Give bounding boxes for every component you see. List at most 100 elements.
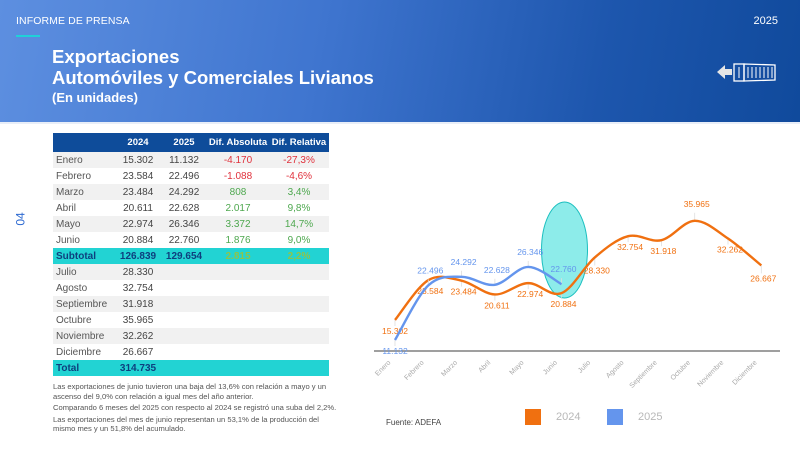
x-tick-label: Agosto	[605, 359, 625, 379]
x-tick-label: Febrero	[403, 359, 425, 381]
x-tick-label: Junio	[542, 359, 559, 376]
table-row: Abril 20.611 22.628 2.017 9,8%	[53, 200, 329, 216]
cell-2024: 28.330	[115, 264, 161, 280]
legend-item-2025: 2025	[607, 409, 662, 425]
x-tick-label: Octubre	[670, 359, 693, 382]
header-divider	[0, 122, 800, 124]
cell-2024: 22.974	[115, 216, 161, 232]
cell-2024: 31.918	[115, 296, 161, 312]
data-label: 26.346	[517, 247, 543, 257]
cell-month: Diciembre	[56, 346, 102, 358]
cell-2024: 26.667	[122, 346, 154, 358]
cell-rel: -27,3%	[269, 152, 329, 168]
cell-month: Febrero	[56, 170, 92, 182]
table-row: Enero 15.302 11.132 -4.170 -27,3%	[53, 152, 329, 168]
data-label: 15.302	[382, 326, 408, 336]
legend-swatch-2024	[525, 409, 541, 425]
page-title: Exportaciones	[52, 46, 180, 67]
cell-2025: 22.496	[168, 170, 200, 182]
notes: Las exportaciones de junio tuvieron una …	[53, 382, 343, 436]
cell-month: Julio	[53, 264, 115, 280]
note-paragraph: Las exportaciones de junio tuvieron una …	[53, 382, 327, 401]
cell-2025: 129.654	[161, 248, 207, 264]
table-header-2024: 2024	[115, 133, 161, 152]
cell-month: Subtotal	[53, 248, 115, 264]
cell-abs: 3.372	[207, 216, 269, 232]
cell-rel: 2,2%	[269, 248, 329, 264]
x-tick-label: Enero	[374, 359, 392, 377]
table-row: Mayo 22.974 26.346 3.372 14,7%	[53, 216, 329, 232]
data-label: 22.496	[417, 265, 443, 275]
cell-month: Abril	[56, 202, 77, 214]
data-label: 26.667	[750, 273, 776, 283]
table-row: Octubre 35.965	[53, 312, 329, 328]
data-label: 22.628	[484, 265, 510, 275]
table-row: Julio 28.330	[53, 264, 329, 280]
x-tick-label: Mayo	[509, 359, 526, 376]
data-label: 24.292	[451, 257, 477, 267]
report-year: 2025	[753, 15, 778, 27]
cell-abs: 1.876	[225, 234, 251, 246]
table-row: Marzo 23.484 24.292 808 3,4%	[53, 184, 329, 200]
table-header-month	[53, 133, 115, 152]
table-header-row: 2024 2025 Dif. Absoluta Dif. Relativa	[53, 133, 329, 152]
data-label: 32.262	[717, 245, 743, 255]
data-label: 31.918	[650, 246, 676, 256]
note-paragraph: Las exportaciones del mes de junio repre…	[53, 414, 319, 434]
cell-rel: 9,0%	[287, 234, 311, 246]
cell-2025: 24.292	[161, 184, 207, 200]
data-label: 22.760	[551, 264, 577, 274]
cell-abs: -1.088	[223, 170, 253, 182]
table-row: Febrero 23.584 22.496 -1.088 -4,6%	[53, 168, 329, 184]
series-line-2025	[393, 265, 563, 341]
cell-abs: 808	[207, 184, 269, 200]
table-row: Noviembre 32.262	[53, 328, 329, 344]
cell-2024: 20.884	[122, 234, 154, 246]
cell-month: Octubre	[56, 314, 92, 326]
x-tick-label: Julio	[577, 359, 592, 374]
cell-2024: 20.611	[123, 202, 153, 214]
data-label: 22.974	[517, 289, 543, 299]
cell-2024: 23.484	[115, 184, 161, 200]
series-line-2024	[394, 219, 763, 321]
cell-month: Septiembre	[53, 296, 115, 312]
cell-abs: 2.815	[207, 248, 269, 264]
cell-abs: -4.170	[207, 152, 269, 168]
table-row: Agosto 32.754	[53, 280, 329, 296]
legend-item-2024: 2024	[525, 409, 580, 425]
data-label: 20.611	[484, 300, 510, 310]
data-label: 32.754	[617, 242, 643, 252]
kicker-underline	[16, 35, 40, 37]
cell-2024: 15.302	[115, 152, 161, 168]
line-chart: 15.302 23.584 23.484 20.611 22.974 20.884 28.3…	[374, 199, 780, 390]
note-paragraph: Comparando 6 meses del 2025 con respecto…	[53, 403, 337, 412]
table-row: Diciembre 26.667	[53, 344, 329, 360]
cell-2025: 22.760	[168, 234, 200, 246]
container-export-icon	[717, 63, 776, 82]
page-subtitle: Automóviles y Comerciales Livianos	[52, 67, 374, 88]
cell-2025: 22.628	[168, 202, 200, 214]
kicker-label: INFORME DE PRENSA	[16, 15, 130, 27]
legend-label: 2024	[556, 411, 581, 423]
source-label: Fuente: ADEFA	[386, 418, 442, 427]
total-row: Total 314.735	[53, 360, 329, 376]
highlight-ellipse	[541, 201, 588, 299]
cell-rel: 3,4%	[269, 184, 329, 200]
x-tick-label: Septiembre	[629, 359, 659, 389]
cell-2024: 314.735	[115, 360, 161, 376]
x-tick-label: Noviembre	[697, 359, 726, 388]
cell-month: Agosto	[56, 282, 88, 294]
data-label: 11.132	[382, 346, 408, 356]
data-label: 23.484	[451, 287, 477, 297]
legend-swatch-2025	[607, 409, 623, 425]
data-label: 20.884	[551, 299, 577, 309]
header-banner: INFORME DE PRENSA 2025 Exportaciones Aut…	[0, 0, 800, 122]
x-tick-label: Diciembre	[731, 359, 758, 386]
x-tick-label: Abril	[477, 359, 492, 374]
cell-month: Noviembre	[53, 328, 115, 344]
cell-2025: 26.346	[161, 216, 207, 232]
data-label: 23.584	[417, 286, 443, 296]
table-row: Junio 20.884 22.760 1.876 9,0%	[53, 232, 329, 248]
table-header-rel: Dif. Relativa	[269, 133, 329, 152]
